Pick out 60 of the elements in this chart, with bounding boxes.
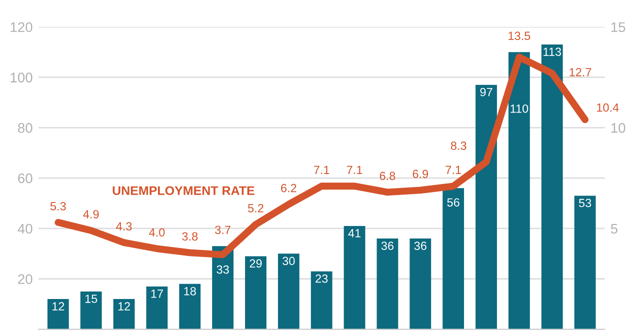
data-label: 6.9	[412, 170, 428, 178]
data-label: 7.1	[346, 166, 362, 174]
bar	[410, 238, 432, 330]
y-tick-label: 80	[18, 123, 32, 133]
data-label: 23	[316, 274, 328, 283]
text: UNEMPLOYMENT RATE	[112, 186, 254, 196]
data-label: 15	[85, 294, 98, 303]
data-label: 110	[510, 104, 528, 113]
data-label: 56	[447, 198, 460, 207]
y-tick-label: 60	[18, 173, 32, 184]
data-label: 4.0	[149, 228, 165, 237]
bar	[146, 286, 168, 330]
bar	[113, 299, 135, 330]
bar	[376, 238, 398, 330]
data-label: 29	[250, 259, 262, 268]
data-label: 8.3	[450, 142, 466, 150]
bar	[442, 188, 464, 330]
data-label: 3.8	[182, 232, 198, 241]
bar	[47, 299, 69, 330]
data-label: 7.1	[446, 166, 461, 174]
data-label: 53	[578, 198, 592, 208]
bar	[245, 256, 266, 330]
y-tick-label: 120	[10, 22, 32, 32]
y-tick-label: 20	[18, 274, 32, 284]
y-tick-label: 40	[18, 224, 32, 234]
data-label: 17	[151, 290, 163, 298]
bar	[508, 52, 530, 330]
data-label: 4.9	[83, 210, 99, 218]
bar	[344, 226, 366, 330]
data-label: 41	[348, 229, 361, 238]
y2-tick-label: 10	[611, 123, 626, 133]
bar	[574, 196, 596, 330]
data-label: 6.2	[281, 184, 296, 192]
bar	[278, 254, 300, 330]
data-label: 7.1	[314, 166, 330, 174]
bar	[476, 84, 497, 330]
data-label: 6.8	[380, 172, 396, 180]
data-label: 113	[544, 48, 562, 56]
data-label: 12	[52, 302, 64, 310]
data-label: 13.5	[508, 32, 530, 40]
y2-tick-label: 5	[610, 224, 618, 234]
data-label: 36	[381, 242, 394, 250]
y-tick-label: 100	[10, 72, 32, 82]
data-label: 18	[184, 287, 196, 296]
bar	[80, 291, 102, 330]
data-label: 12	[118, 302, 130, 310]
data-label: 10.4	[597, 103, 619, 112]
y2-tick-label: 15	[611, 22, 626, 32]
data-label: 3.7	[215, 226, 230, 234]
data-label: 36	[414, 242, 426, 250]
bar	[310, 271, 332, 330]
data-label: 4.3	[116, 222, 132, 231]
data-label: 97	[480, 88, 492, 96]
data-label: 5.3	[50, 202, 66, 210]
data-label: 30	[282, 256, 295, 266]
data-label: 12.7	[570, 68, 592, 76]
bar	[541, 44, 563, 330]
data-label: 5.2	[248, 204, 264, 212]
bar	[179, 284, 201, 330]
data-label: 33	[216, 265, 229, 274]
